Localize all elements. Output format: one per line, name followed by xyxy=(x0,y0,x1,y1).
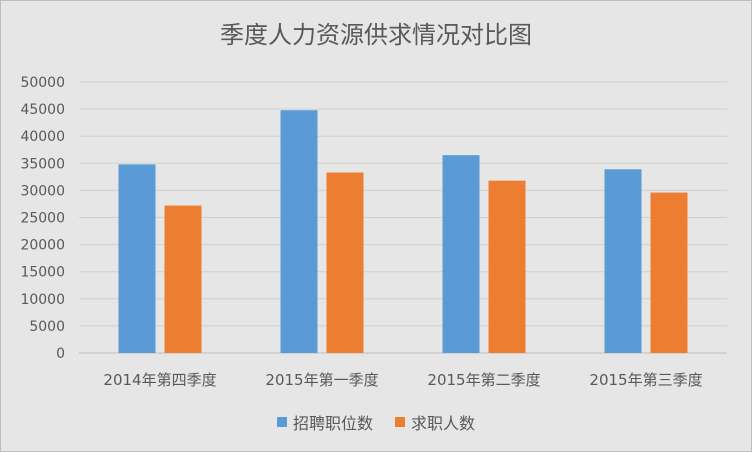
bar xyxy=(442,155,480,353)
x-tick-label: 2015年第一季度 xyxy=(265,371,378,389)
bar xyxy=(326,172,364,353)
bar xyxy=(280,110,318,354)
y-tick-label: 15000 xyxy=(20,265,65,281)
y-tick-label: 50000 xyxy=(20,75,65,91)
legend: 招聘职位数 求职人数 xyxy=(1,410,751,434)
legend-label: 招聘职位数 xyxy=(292,414,373,433)
y-tick-label: 45000 xyxy=(20,102,65,118)
y-tick-label: 0 xyxy=(56,346,65,362)
bar xyxy=(118,164,156,353)
y-tick-label: 40000 xyxy=(20,129,65,145)
chart-title: 季度人力资源供求情况对比图 xyxy=(220,21,532,49)
y-tick-label: 10000 xyxy=(20,292,65,308)
x-tick-label: 2014年第四季度 xyxy=(103,371,216,389)
y-tick-label: 25000 xyxy=(20,211,65,227)
x-tick-label: 2015年第二季度 xyxy=(427,371,540,389)
y-tick-label: 20000 xyxy=(20,238,65,254)
bar xyxy=(488,180,526,353)
bar xyxy=(650,192,688,353)
bar xyxy=(164,205,202,353)
legend-item: 招聘职位数 xyxy=(276,410,373,434)
x-tick-label: 2015年第三季度 xyxy=(589,371,702,389)
bar xyxy=(604,169,642,353)
legend-swatch xyxy=(276,417,287,427)
y-tick-label: 30000 xyxy=(20,183,65,199)
legend-item: 求职人数 xyxy=(395,410,475,434)
legend-label: 求职人数 xyxy=(411,414,476,433)
legend-swatch xyxy=(395,417,405,427)
y-tick-label: 35000 xyxy=(20,156,65,172)
y-tick-label: 5000 xyxy=(29,319,65,335)
